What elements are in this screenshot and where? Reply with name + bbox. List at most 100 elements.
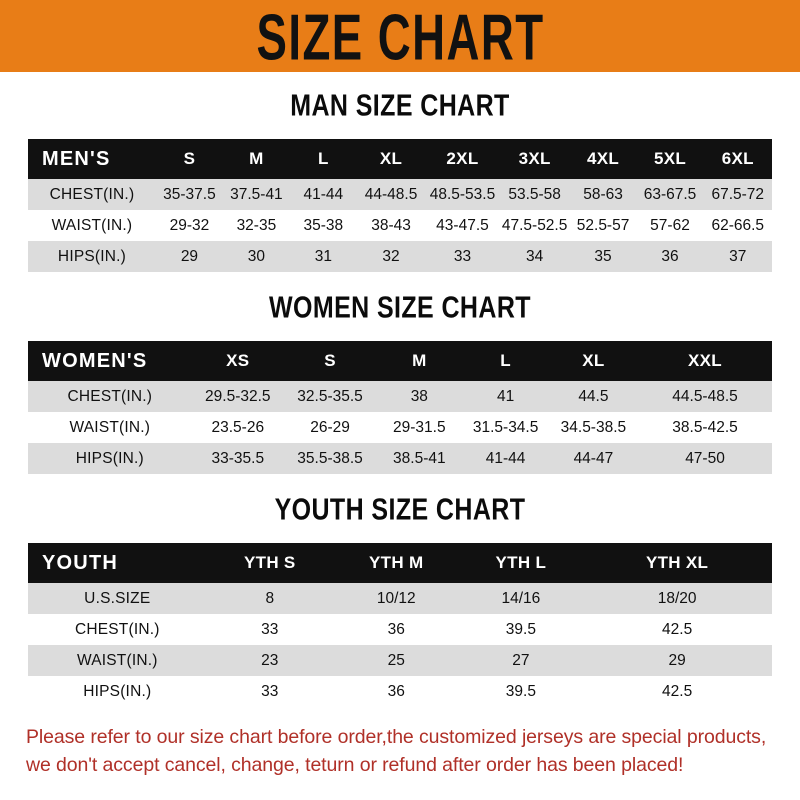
table-cell: 29.5-32.5 — [205, 387, 271, 405]
page-banner: SIZE CHART — [0, 0, 800, 72]
row-label: WAIST(IN.) — [51, 216, 133, 234]
man-size-section: MAN SIZE CHART MEN'S S M L XL — [0, 72, 800, 272]
table-cell: 39.5 — [505, 620, 536, 638]
table-row: WAIST(IN.) 23.5-26 26-29 29-31.5 31.5-34… — [28, 412, 772, 443]
women-col-header: XS — [226, 351, 250, 370]
man-col-header: M — [249, 149, 264, 168]
women-table-wrap: WOMEN'S XS S M L XL XXL CHEST(IN.) 29.5-… — [28, 341, 772, 474]
table-cell: 33 — [453, 247, 472, 265]
table-cell: 53.5-58 — [508, 185, 561, 203]
youth-section-title: YOUTH SIZE CHART — [274, 492, 526, 527]
page-title: SIZE CHART — [255, 0, 545, 72]
man-col-header: L — [318, 149, 329, 168]
table-cell: 43-47.5 — [436, 216, 489, 234]
row-label: CHEST(IN.) — [49, 185, 135, 203]
table-row: CHEST(IN.) 33 36 39.5 42.5 — [28, 614, 772, 645]
women-table-header-row: WOMEN'S XS S M L XL XXL — [28, 341, 772, 381]
table-cell: 34.5-38.5 — [560, 418, 627, 436]
table-cell: 42.5 — [662, 620, 693, 638]
table-cell: 23 — [261, 651, 279, 669]
table-cell: 38.5-41 — [393, 449, 446, 467]
table-cell: 63-67.5 — [643, 185, 697, 203]
table-cell: 32-35 — [236, 216, 277, 234]
footer-line-1: Please refer to our size chart before or… — [26, 726, 767, 748]
table-row: WAIST(IN.) 29-32 32-35 35-38 38-43 43-47… — [28, 210, 772, 241]
table-row: HIPS(IN.) 29 30 31 32 33 34 35 36 37 — [28, 241, 772, 272]
table-cell: 8 — [265, 589, 275, 607]
table-cell: 35-38 — [303, 216, 344, 234]
row-label: HIPS(IN.) — [75, 449, 144, 467]
table-cell: 38-43 — [371, 216, 411, 234]
women-col-header: M — [412, 351, 427, 370]
women-section-title: WOMEN SIZE CHART — [269, 290, 531, 325]
table-cell: 44.5 — [578, 387, 609, 405]
man-col-header: XL — [379, 149, 403, 168]
youth-size-table: YOUTH YTH S YTH M YTH L YTH XL U.S.SIZE … — [28, 543, 772, 707]
table-cell: 32 — [382, 247, 400, 265]
women-col-header: XL — [582, 351, 605, 370]
table-cell: 52.5-57 — [576, 216, 630, 234]
row-label: U.S.SIZE — [84, 589, 151, 607]
youth-col-header: YTH XL — [645, 553, 709, 572]
table-cell: 38 — [410, 387, 428, 405]
footer-disclaimer: Please refer to our size chart before or… — [26, 723, 774, 780]
table-cell: 35 — [594, 247, 612, 265]
man-corner-label: MEN'S — [42, 147, 111, 170]
table-row: CHEST(IN.) 29.5-32.5 32.5-35.5 38 41 44.… — [28, 381, 772, 412]
youth-title-wrap: YOUTH SIZE CHART — [0, 474, 800, 543]
table-cell: 29 — [668, 651, 686, 669]
table-row: U.S.SIZE 8 10/12 14/16 18/20 — [28, 583, 772, 614]
man-section-title: MAN SIZE CHART — [290, 88, 510, 123]
table-cell: 37 — [729, 247, 747, 265]
table-cell: 23.5-26 — [211, 418, 265, 436]
youth-col-header: YTH M — [369, 553, 424, 572]
youth-size-section: YOUTH SIZE CHART YOUTH YTH S YTH M YTH L… — [0, 474, 800, 707]
table-cell: 47-50 — [685, 449, 725, 467]
table-cell: 30 — [247, 247, 266, 265]
women-size-section: WOMEN SIZE CHART WOMEN'S XS S M L XL — [0, 272, 800, 474]
man-col-header: 3XL — [518, 149, 551, 168]
row-label: CHEST(IN.) — [67, 387, 153, 405]
man-size-table: MEN'S S M L XL 2XL 3XL 4XL 5XL 6XL CHEST — [28, 139, 772, 272]
table-cell: 29 — [180, 247, 199, 265]
table-cell: 57-62 — [650, 216, 690, 234]
man-col-header: 4XL — [587, 149, 620, 168]
table-cell: 14/16 — [501, 589, 541, 607]
table-cell: 35.5-38.5 — [297, 449, 363, 467]
women-size-table: WOMEN'S XS S M L XL XXL CHEST(IN.) 29.5-… — [28, 341, 772, 474]
table-cell: 36 — [387, 620, 405, 638]
youth-col-header: YTH L — [495, 553, 547, 572]
row-label: HIPS(IN.) — [83, 682, 152, 700]
table-row: WAIST(IN.) 23 25 27 29 — [28, 645, 772, 676]
table-row: HIPS(IN.) 33 36 39.5 42.5 — [28, 676, 772, 707]
women-col-header: XXL — [688, 351, 722, 370]
table-cell: 27 — [512, 651, 530, 669]
table-cell: 41-44 — [485, 449, 526, 467]
table-cell: 34 — [525, 247, 544, 265]
youth-corner-label: YOUTH — [42, 551, 118, 574]
table-cell: 38.5-42.5 — [672, 418, 738, 436]
table-cell: 33 — [261, 682, 279, 700]
man-col-header: 6XL — [721, 149, 754, 168]
table-cell: 41 — [496, 387, 515, 405]
row-label: WAIST(IN.) — [76, 651, 158, 669]
table-cell: 44-47 — [573, 449, 614, 467]
man-title-wrap: MAN SIZE CHART — [0, 72, 800, 139]
youth-table-header-row: YOUTH YTH S YTH M YTH L YTH XL — [28, 543, 772, 583]
table-cell: 41-44 — [303, 185, 344, 203]
table-cell: 18/20 — [657, 589, 697, 607]
table-cell: 31.5-34.5 — [472, 418, 539, 436]
table-row: HIPS(IN.) 33-35.5 35.5-38.5 38.5-41 41-4… — [28, 443, 772, 474]
table-cell: 10/12 — [376, 589, 416, 607]
table-cell: 47.5-52.5 — [501, 216, 568, 234]
table-cell: 67.5-72 — [711, 185, 765, 203]
man-table-wrap: MEN'S S M L XL 2XL 3XL 4XL 5XL 6XL CHEST — [28, 139, 772, 272]
footer-line-2: we don't accept cancel, change, teturn o… — [26, 754, 684, 777]
women-col-header: S — [324, 351, 336, 370]
man-col-header: 5XL — [653, 149, 687, 168]
women-col-header: L — [500, 351, 511, 370]
table-cell: 48.5-53.5 — [429, 185, 496, 203]
table-row: CHEST(IN.) 35-37.5 37.5-41 41-44 44-48.5… — [28, 179, 772, 210]
table-cell: 44.5-48.5 — [672, 387, 738, 405]
table-cell: 36 — [661, 247, 679, 265]
